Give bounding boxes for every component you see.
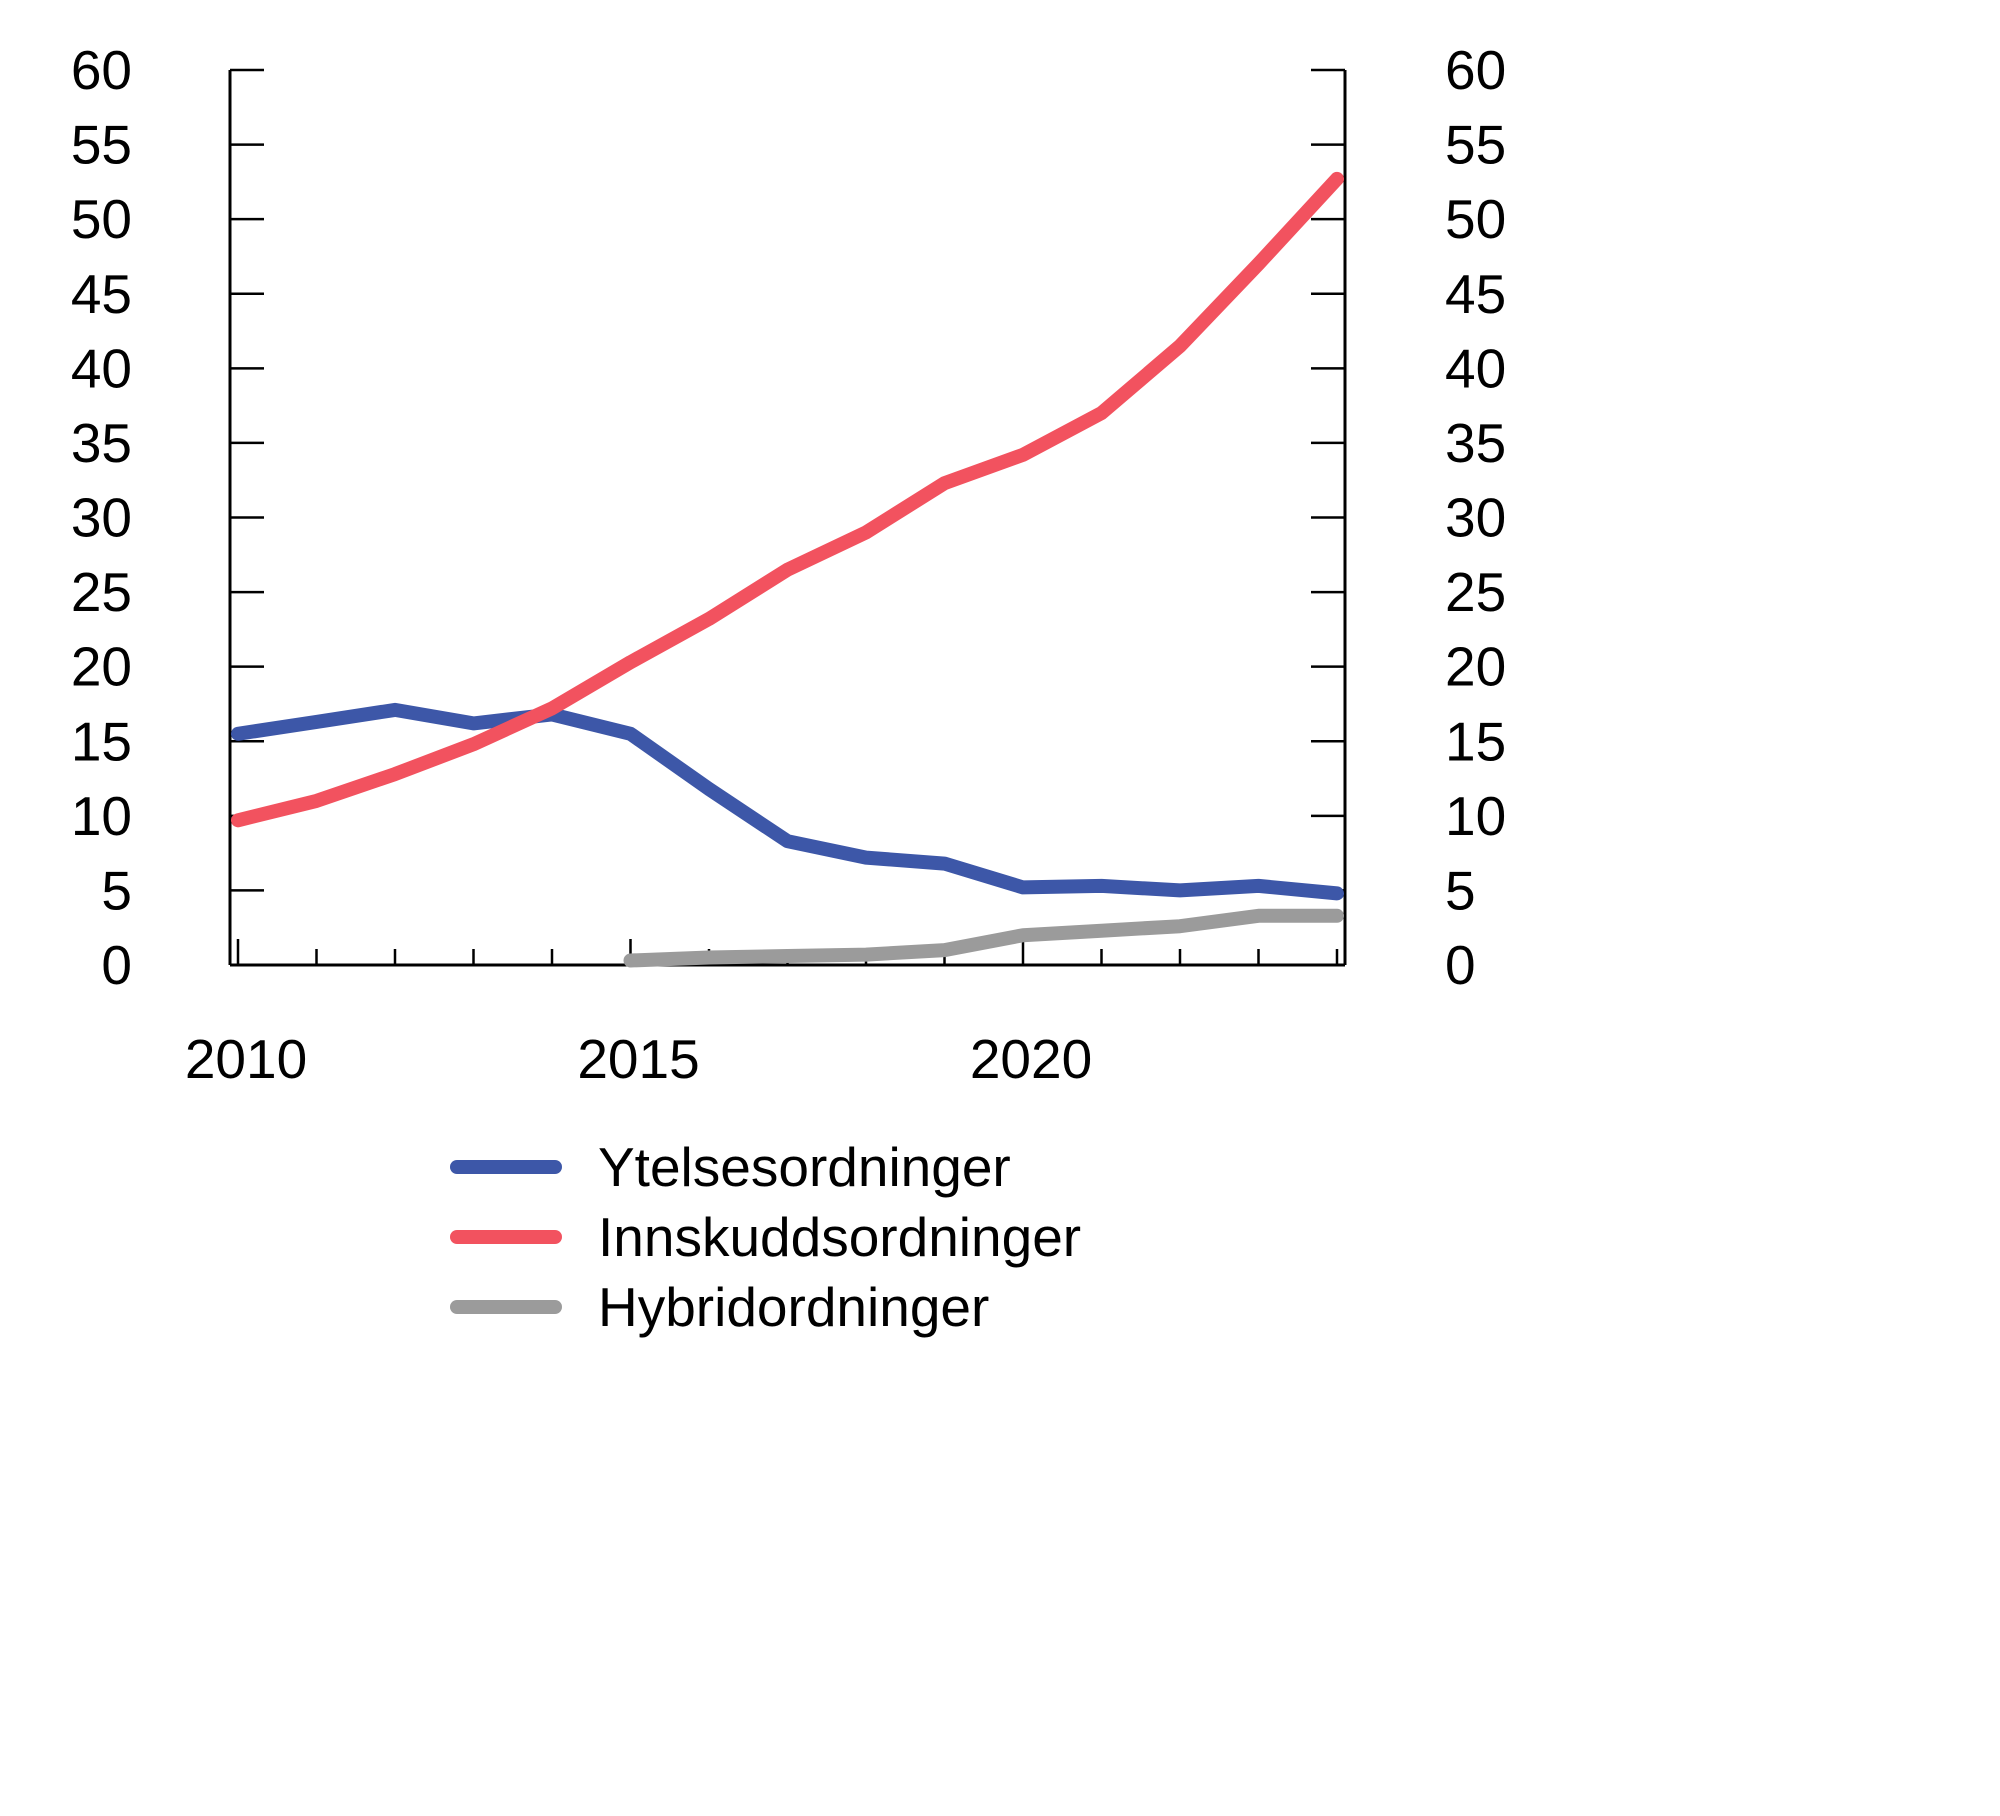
y-tick-label-right: 60 <box>1445 39 1506 101</box>
y-tick-label-left: 15 <box>71 710 132 772</box>
legend-swatch-blue <box>450 1160 562 1174</box>
legend: Ytelsesordninger Innskuddsordninger Hybr… <box>450 1132 1081 1342</box>
y-tick-label-right: 50 <box>1445 188 1506 250</box>
y-tick-label-right: 5 <box>1445 859 1476 921</box>
y-tick-label-left: 30 <box>71 487 132 549</box>
y-tick-label-right: 55 <box>1445 114 1506 176</box>
y-tick-label-left: 20 <box>71 636 132 698</box>
x-tick-label: 2015 <box>577 1028 699 1090</box>
legend-swatch-red <box>450 1230 562 1244</box>
y-tick-label-left: 45 <box>71 263 132 325</box>
y-tick-label-right: 40 <box>1445 337 1506 399</box>
series-layer <box>231 171 1344 968</box>
y-tick-label-left: 25 <box>71 561 132 623</box>
y-tick-label-right: 25 <box>1445 561 1506 623</box>
legend-item-ytelsesordninger: Ytelsesordninger <box>450 1132 1081 1202</box>
y-tick-label-right: 45 <box>1445 263 1506 325</box>
y-tick-label-right: 35 <box>1445 412 1506 474</box>
legend-swatch-gray <box>450 1300 562 1314</box>
series-line-ytelsesordninger <box>231 702 1344 901</box>
y-tick-label-right: 15 <box>1445 710 1506 772</box>
y-tick-label-right: 20 <box>1445 636 1506 698</box>
series-line-hybridordninger <box>623 908 1344 968</box>
legend-item-hybridordninger: Hybridordninger <box>450 1272 1081 1342</box>
legend-label: Ytelsesordninger <box>598 1135 1011 1198</box>
legend-item-innskuddsordninger: Innskuddsordninger <box>450 1202 1081 1272</box>
x-tick-label: 2010 <box>185 1028 307 1090</box>
y-tick-label-left: 40 <box>71 337 132 399</box>
y-tick-label-left: 55 <box>71 114 132 176</box>
y-tick-label-left: 5 <box>101 859 132 921</box>
y-tick-label-right: 0 <box>1445 934 1476 996</box>
legend-label: Hybridordninger <box>598 1275 990 1338</box>
y-tick-label-left: 50 <box>71 188 132 250</box>
y-tick-label-left: 0 <box>101 934 132 996</box>
legend-label: Innskuddsordninger <box>598 1205 1082 1268</box>
y-tick-label-right: 10 <box>1445 785 1506 847</box>
series-line-innskuddsordninger <box>231 171 1344 828</box>
y-tick-label-left: 10 <box>71 785 132 847</box>
y-tick-label-left: 35 <box>71 412 132 474</box>
y-tick-label-left: 60 <box>71 39 132 101</box>
x-tick-label: 2020 <box>970 1028 1092 1090</box>
y-tick-label-right: 30 <box>1445 487 1506 549</box>
